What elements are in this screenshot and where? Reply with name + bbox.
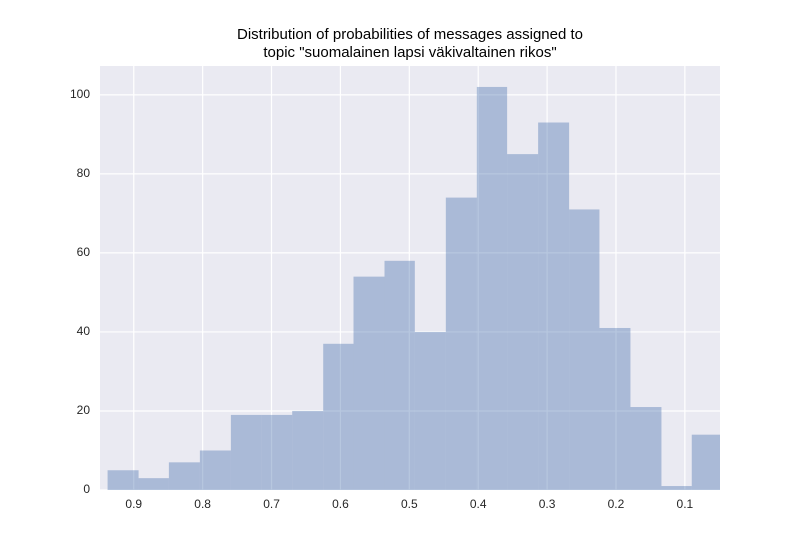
bar — [292, 410, 324, 490]
x-tick-label: 0.8 — [194, 497, 211, 511]
bar — [691, 434, 720, 490]
bars — [107, 86, 720, 490]
chart-title: Distribution of probabilities of message… — [237, 26, 583, 43]
y-tick-label: 100 — [70, 87, 90, 101]
y-tick-label: 40 — [77, 324, 91, 338]
chart-title: topic "suomalainen lapsi väkivaltainen r… — [263, 44, 556, 61]
y-tick-label: 60 — [77, 245, 91, 259]
bar — [599, 327, 631, 490]
bar — [476, 86, 508, 490]
plot-background — [100, 66, 720, 490]
bar — [569, 209, 600, 490]
x-tick-label: 0.6 — [332, 497, 349, 511]
bar — [538, 122, 570, 490]
bar — [384, 260, 415, 490]
bar — [507, 154, 539, 490]
bar — [353, 276, 385, 490]
x-tick-label: 0.7 — [263, 497, 280, 511]
bar — [138, 478, 169, 490]
x-tick-label: 0.1 — [677, 497, 694, 511]
x-tick-label: 0.3 — [539, 497, 556, 511]
y-tick-label: 80 — [77, 166, 91, 180]
grid — [100, 66, 720, 491]
bar — [445, 197, 477, 490]
y-tick-label: 0 — [83, 482, 90, 496]
x-tick-label: 0.5 — [401, 497, 418, 511]
bar — [323, 343, 354, 490]
y-tick-label: 20 — [77, 403, 91, 417]
bar — [230, 414, 262, 490]
bar — [414, 331, 446, 490]
bar — [630, 407, 662, 490]
x-tick-label: 0.4 — [470, 497, 487, 511]
bar — [199, 450, 231, 490]
bar — [107, 470, 139, 490]
bar — [261, 414, 293, 490]
bar — [168, 462, 200, 490]
x-tick-label: 0.9 — [125, 497, 142, 511]
bar — [661, 486, 692, 490]
x-tick-label: 0.2 — [608, 497, 625, 511]
